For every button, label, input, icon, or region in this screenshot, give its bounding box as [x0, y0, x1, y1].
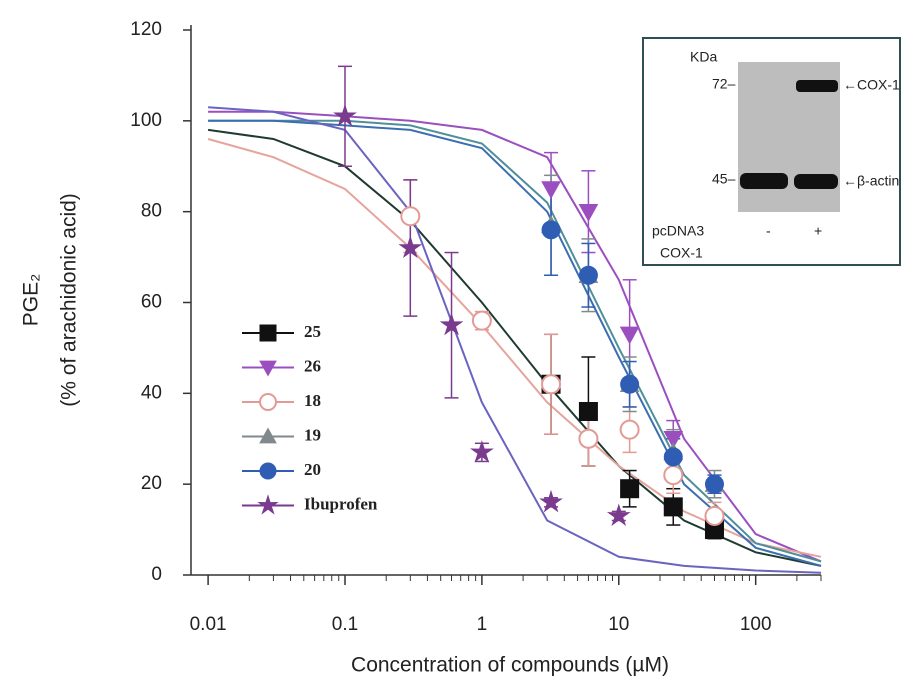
marker: [259, 462, 277, 480]
band: [796, 80, 838, 92]
x-tick-label: 10: [608, 614, 629, 635]
y-axis-label: PGE₂: [20, 274, 43, 327]
y-tick-label: 120: [130, 19, 162, 40]
x-axis-label: Concentration of compounds (µM): [351, 654, 669, 677]
marker: [259, 360, 277, 377]
legend-label: 19: [304, 425, 321, 444]
x-tick-label: 100: [740, 614, 772, 635]
marker: [578, 428, 599, 449]
inset-row: COX-1: [660, 245, 703, 261]
y-tick-label: 20: [141, 473, 162, 494]
marker: [663, 465, 684, 486]
inset: KDa 72– 45– ←COX-1 ←β-actin pcDNA3 COX-1…: [642, 37, 901, 266]
marker: [259, 393, 277, 411]
marker: [619, 326, 640, 345]
x-tick-label: 0.01: [190, 614, 227, 635]
y-tick-label: 40: [141, 382, 162, 403]
marker: [257, 494, 279, 515]
legend-label: 25: [304, 322, 321, 341]
marker: [541, 220, 561, 240]
marker: [471, 310, 492, 331]
x-tick-label: 0.1: [332, 614, 358, 635]
marker: [470, 439, 494, 463]
marker: [704, 505, 725, 526]
marker: [620, 374, 640, 394]
inset-row: pcDNA3: [652, 223, 704, 239]
y-tick-label: 100: [130, 110, 162, 131]
legend-label: 20: [304, 460, 321, 479]
inset-marker: 45–: [712, 171, 736, 187]
x-tick-label: 1: [477, 614, 488, 635]
marker: [619, 419, 640, 440]
marker: [259, 427, 277, 444]
marker: [663, 431, 684, 449]
band: [740, 173, 788, 189]
plot: 0 20 40 60 80 100 120 0.01 0.1 1 10 100 25 26 18 19 20 Ib…: [130, 19, 822, 635]
y-tick-label: 60: [141, 292, 162, 313]
marker: [259, 324, 277, 342]
marker: [400, 206, 421, 227]
marker: [439, 312, 464, 336]
inset-unit: KDa: [690, 49, 717, 65]
fit-curve: [208, 106, 822, 574]
marker: [704, 474, 724, 494]
inset-lane: -: [766, 223, 771, 239]
inset-marker: 72–: [712, 76, 736, 92]
marker: [578, 402, 598, 421]
marker: [398, 235, 423, 259]
marker: [578, 203, 599, 222]
inset-band-label: ←COX-1: [843, 77, 900, 93]
legend: 25 26 18 19 20 Ibuprofen: [242, 322, 378, 515]
marker: [539, 489, 563, 513]
marker: [333, 103, 357, 127]
y-tick-label: 80: [141, 201, 162, 222]
marker: [541, 374, 562, 395]
marker: [578, 265, 598, 285]
marker: [541, 181, 561, 199]
y-axis-label: (% of arachidonic acid): [58, 193, 81, 407]
marker: [606, 503, 631, 527]
inset-band-label: ←β-actin: [843, 173, 899, 189]
legend-label: Ibuprofen: [304, 494, 378, 513]
marker: [620, 479, 640, 499]
band: [794, 174, 838, 189]
legend-label: 18: [304, 391, 321, 410]
y-tick-label: 0: [151, 564, 162, 585]
marker: [663, 447, 683, 467]
legend-label: 26: [304, 356, 321, 375]
marker: [663, 497, 683, 517]
inset-lane: +: [814, 223, 822, 239]
